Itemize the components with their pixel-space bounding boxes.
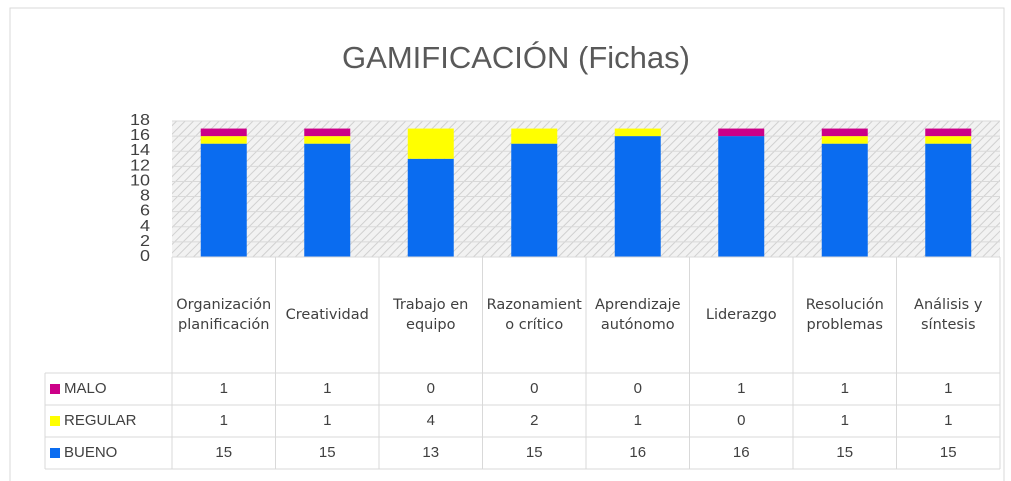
table-value: 15 bbox=[940, 444, 957, 461]
table-value: 16 bbox=[733, 444, 750, 461]
bar-segment bbox=[407, 128, 454, 159]
x-tick-label: Razonamiento crítico bbox=[486, 297, 582, 333]
x-tick-label-box: Organización planificación bbox=[176, 297, 272, 333]
x-tick-label-box: Análisis y síntesis bbox=[914, 297, 983, 333]
x-tick-label-box: Trabajo en equipo bbox=[393, 297, 469, 333]
table-value: 1 bbox=[323, 380, 331, 397]
legend-swatch bbox=[50, 448, 60, 458]
table-value: 1 bbox=[944, 380, 952, 397]
x-tick-label-box: Razonamiento crítico bbox=[486, 297, 582, 333]
x-tick-label-box: Resolución problemas bbox=[805, 297, 884, 333]
bar-segment bbox=[304, 143, 351, 257]
bar-segment bbox=[925, 143, 972, 257]
chart-title: GAMIFICACIÓN (Fichas) bbox=[342, 40, 690, 75]
table-value: 1 bbox=[323, 412, 331, 429]
bar-segment bbox=[511, 143, 558, 257]
y-tick-label: 18 bbox=[130, 111, 150, 128]
x-tick-label: Resolución problemas bbox=[805, 297, 884, 333]
x-tick-label: Organización planificación bbox=[176, 297, 272, 333]
table-value: 1 bbox=[737, 380, 745, 397]
y-tick-label: 16 bbox=[130, 126, 150, 143]
table-value: 1 bbox=[944, 412, 952, 429]
table-value: 16 bbox=[629, 444, 646, 461]
y-tick-label: 2 bbox=[140, 232, 150, 249]
bar-segment bbox=[511, 128, 558, 144]
legend-label: MALO bbox=[64, 380, 107, 397]
bar-segment bbox=[821, 128, 868, 137]
bar-segment bbox=[821, 136, 868, 144]
table-value: 0 bbox=[530, 380, 538, 397]
bar-segment bbox=[718, 128, 765, 137]
x-tick-label: Liderazgo bbox=[705, 307, 777, 323]
plot-background bbox=[172, 121, 1000, 257]
x-tick-label-box: Creatividad bbox=[285, 307, 369, 323]
legend-label: REGULAR bbox=[64, 412, 137, 429]
x-tick-label-box: Aprendizaje autónomo bbox=[594, 297, 681, 333]
y-tick-label: 10 bbox=[130, 172, 150, 189]
bar-segment bbox=[718, 136, 765, 257]
bar-segment bbox=[614, 128, 661, 137]
y-tick-label: 6 bbox=[140, 202, 150, 219]
bar-segment bbox=[821, 143, 868, 257]
y-tick-label: 12 bbox=[130, 157, 150, 174]
table-value: 15 bbox=[526, 444, 543, 461]
table-value: 1 bbox=[634, 412, 642, 429]
table-value: 0 bbox=[427, 380, 435, 397]
table-value: 1 bbox=[841, 412, 849, 429]
y-tick-label: 8 bbox=[140, 187, 150, 204]
table-value: 0 bbox=[634, 380, 642, 397]
legend-swatch bbox=[50, 384, 60, 394]
bar-segment bbox=[304, 136, 351, 144]
x-tick-label: Aprendizaje autónomo bbox=[594, 297, 681, 333]
y-tick-label: 0 bbox=[140, 247, 150, 264]
table-value: 15 bbox=[215, 444, 232, 461]
bar-segment bbox=[614, 136, 661, 257]
table-value: 13 bbox=[422, 444, 439, 461]
y-tick-label: 4 bbox=[140, 217, 150, 234]
bar-segment bbox=[200, 128, 247, 137]
x-tick-label: Creatividad bbox=[285, 307, 369, 323]
table-value: 2 bbox=[530, 412, 538, 429]
table-value: 4 bbox=[427, 412, 435, 429]
bar-segment bbox=[407, 158, 454, 257]
table-value: 1 bbox=[220, 412, 228, 429]
x-tick-label: Trabajo en equipo bbox=[393, 297, 469, 333]
bar-segment bbox=[200, 143, 247, 257]
bar-segment bbox=[304, 128, 351, 137]
table-value: 0 bbox=[737, 412, 745, 429]
x-tick-label-box: Liderazgo bbox=[705, 307, 777, 323]
table-value: 1 bbox=[220, 380, 228, 397]
table-value: 1 bbox=[841, 380, 849, 397]
x-tick-label: Análisis y síntesis bbox=[914, 297, 983, 333]
table-value: 15 bbox=[319, 444, 336, 461]
bar-segment bbox=[200, 136, 247, 144]
legend-swatch bbox=[50, 416, 60, 426]
table-value: 15 bbox=[836, 444, 853, 461]
y-tick-label: 14 bbox=[130, 142, 150, 159]
legend-label: BUENO bbox=[64, 444, 117, 461]
bar-segment bbox=[925, 128, 972, 137]
bar-segment bbox=[925, 136, 972, 144]
